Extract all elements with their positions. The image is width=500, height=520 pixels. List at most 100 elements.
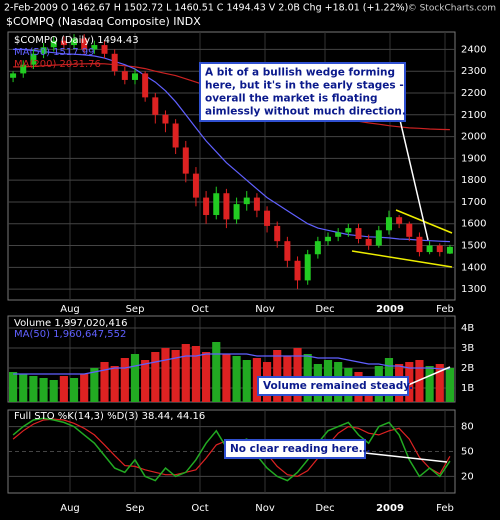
candle-body [335,232,342,237]
candle-body [121,71,128,80]
x-tick-label: 2009 [376,503,404,514]
candle-body [131,73,138,80]
x-tick-label: Dec [315,304,334,315]
candle-body [152,97,159,115]
y-tick-label: 2300 [461,66,486,77]
x-tick-label: 2009 [376,304,404,315]
x-tick-label: Oct [191,304,208,315]
volume-bar [69,378,79,402]
candle-body [264,210,271,226]
y-tick-label: 2400 [461,44,486,55]
x-tick-label: Sep [126,304,145,315]
wedge-line [351,250,453,268]
x-tick-label: Nov [255,503,275,514]
legend-entry: MA(200) 2031.76 [14,59,101,70]
candle-body [111,53,118,72]
x-tick-label: Feb [436,304,454,315]
candle-body [50,40,57,48]
candle-body [233,204,240,220]
y-tick-label: 3B [461,343,474,354]
legend-entry: MA(50) 1,960,647,552 [14,329,126,340]
volume-bar [293,348,302,402]
legend-entry: Volume 1,997,020,416 [14,318,128,329]
volume-bar [9,372,18,402]
volume-bar [222,354,231,402]
annotation-text: No clear reading here... [230,443,371,455]
annotation-box [199,62,406,122]
volume-bar [415,360,424,402]
candle-body [304,254,311,281]
candle-body [30,53,37,65]
candle-body [396,217,403,224]
candle-body [253,197,260,211]
header: 2-Feb-2009 O 1462.67 H 1502.72 L 1460.51… [4,3,408,14]
y-tick-label: 80 [461,422,474,433]
candle-body [385,217,392,231]
y-tick-label: 1700 [461,197,486,208]
y-tick-label: 50 [461,447,474,458]
candle-body [314,241,321,255]
y-tick-label: 4B [461,323,474,334]
volume-bar [130,354,140,402]
volume-bar [49,380,58,402]
y-tick-label: 1B [461,383,474,394]
volume-bar [161,348,170,402]
volume-bar [59,376,68,402]
candle-body [162,114,169,124]
volume-bar [90,368,99,402]
candle-body [91,45,98,50]
arrow [364,452,448,463]
volume-bar [232,356,241,402]
candle-body [213,193,220,216]
y-tick-label: 1600 [461,219,486,230]
candle-body [426,245,433,253]
x-tick-label: Sep [126,503,145,514]
x-tick-label: Dec [315,503,334,514]
candle-body [294,260,301,281]
volume-bar [202,352,211,402]
candle-body [81,38,88,50]
candle-body [40,47,47,54]
volume-bar [141,360,150,402]
legend-entry: $COMPQ (Daily) 1494.43 [14,35,139,46]
candle-body [325,236,332,242]
x-tick-label: Aug [60,503,80,514]
candle-body [345,228,352,233]
volume-bar [191,346,201,402]
annotation-text: aimlessly without much direction. [205,106,406,118]
y-tick-label: 1800 [461,175,486,186]
candle-body [284,241,291,261]
volume-bar [29,376,38,402]
volume-bar [80,374,89,402]
candle-body [142,73,149,98]
x-tick-label: Aug [60,304,80,315]
y-tick-label: 2000 [461,132,486,143]
candle-body [223,193,230,220]
y-tick-label: 1400 [461,262,486,273]
candle-body [172,123,179,148]
legend-entry: Full STO %K(14,3) %D(3) 38.44, 44.16 [14,411,205,422]
legend-entry: MA(50) 1517.99 [14,47,95,58]
candle-body [274,225,281,242]
y-tick-label: 2100 [461,110,486,121]
annotation-text: A bit of a bullish wedge forming [205,67,395,79]
y-tick-label: 2B [461,363,474,374]
arrow [407,366,451,386]
candle-body [436,245,443,253]
annotation-box [224,439,366,459]
candle-body [192,173,199,198]
volume-bar [151,352,160,402]
candle-body [446,246,453,254]
watermark: © StockCharts.com [408,4,496,14]
candle-body [203,197,210,216]
chart-title: $COMPQ (Nasdaq Composite) INDX [6,15,201,28]
arrow [399,119,429,241]
volume-bar [212,342,221,402]
x-tick-label: Oct [191,503,208,514]
line-series [13,353,450,375]
y-tick-label: 20 [461,471,474,482]
volume-bar [110,366,119,402]
candle-body [416,236,423,253]
volume-bar [120,358,129,402]
